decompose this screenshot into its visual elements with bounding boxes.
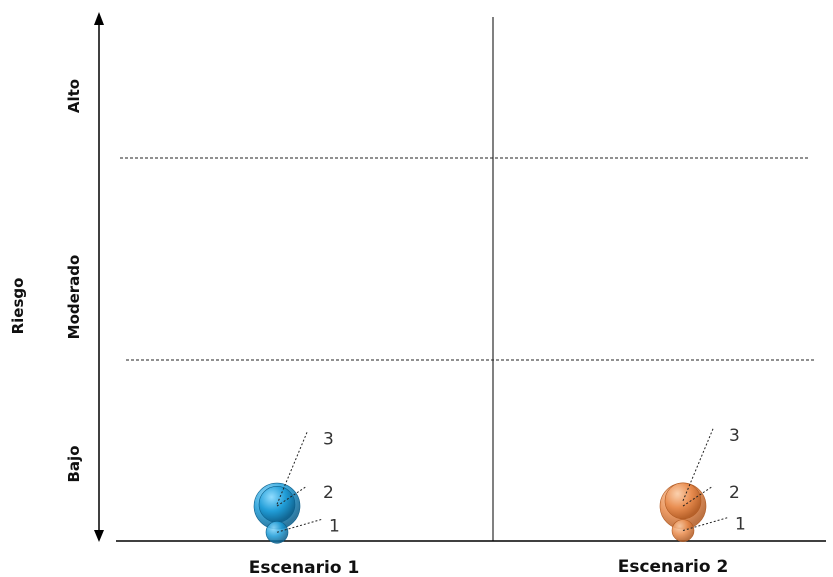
bubble-label-2-3: 3 — [729, 426, 740, 446]
risk-level-label-moderado: Moderado — [65, 255, 83, 340]
bubble-label-1-2: 2 — [323, 483, 334, 503]
bubble-group: 1 2 3 1 2 3 — [253, 426, 746, 544]
bubble-label-2-1: 1 — [735, 515, 746, 535]
leader-line-2-3 — [682, 428, 714, 502]
y-axis-arrow-up-icon — [94, 12, 104, 25]
bubble-label-1-3: 3 — [323, 429, 334, 449]
risk-level-label-alto: Alto — [65, 79, 83, 113]
y-axis-title: Riesgo — [9, 278, 27, 335]
category-label-escenario-1: Escenario 1 — [249, 558, 360, 577]
bubble-label-1-1: 1 — [329, 516, 340, 536]
risk-level-label-bajo: Bajo — [65, 445, 83, 482]
y-axis-arrow-down-icon — [94, 530, 104, 542]
bubble-label-2-2: 2 — [729, 483, 740, 503]
leader-line-1-3 — [276, 432, 308, 505]
category-label-escenario-2: Escenario 2 — [618, 557, 729, 577]
